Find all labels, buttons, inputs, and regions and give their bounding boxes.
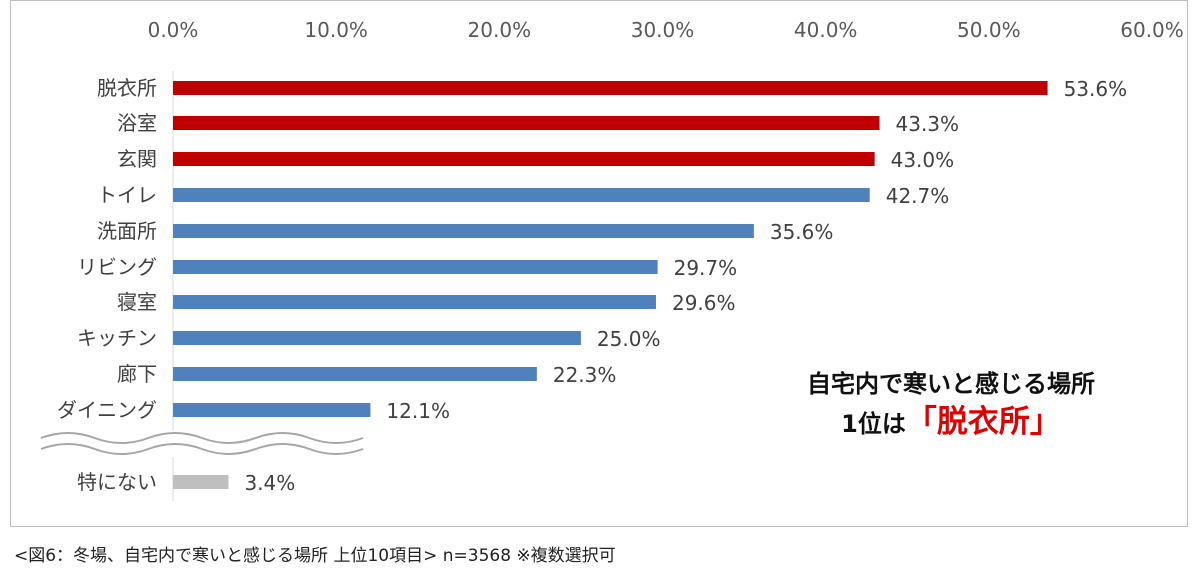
bar — [173, 403, 371, 417]
bar — [173, 116, 880, 130]
x-tick-label: 50.0% — [957, 18, 1021, 42]
x-tick-label: 40.0% — [794, 18, 858, 42]
bar-chart: 0.0% 10.0% 20.0% 30.0% 40.0% 50.0% 60.0% 脱衣所 53.… — [39, 18, 1184, 501]
category-label: キッチン — [77, 326, 157, 350]
axis-break-wave — [40, 443, 364, 455]
value-label: 35.6% — [770, 220, 834, 244]
x-tick-label: 30.0% — [631, 18, 695, 42]
category-label: リビング — [77, 255, 157, 279]
annotation-line1: 自宅内で寒いと感じる場所 — [807, 370, 1095, 398]
bar — [173, 224, 754, 238]
bar — [173, 152, 875, 166]
value-label: 43.3% — [896, 112, 960, 136]
axis-break-wave — [40, 432, 364, 444]
chart-frame: 0.0% 10.0% 20.0% 30.0% 40.0% 50.0% 60.0% 脱衣所 53.… — [10, 0, 1188, 527]
value-label: 43.0% — [891, 148, 955, 172]
annotation-highlight: 「脱衣所」 — [905, 404, 1061, 440]
bar — [173, 295, 656, 309]
value-label: 25.0% — [597, 327, 661, 351]
value-label: 29.7% — [674, 256, 738, 280]
category-label: 特にない — [77, 470, 157, 494]
category-label: 洗面所 — [97, 219, 157, 243]
value-label: 12.1% — [386, 399, 450, 423]
value-label: 3.4% — [244, 471, 295, 495]
category-label: 廊下 — [117, 362, 157, 386]
bar — [173, 475, 229, 489]
annotation-line2-prefix: 1位は — [841, 410, 906, 438]
value-label: 29.6% — [672, 291, 736, 315]
bar — [173, 81, 1048, 95]
bar — [173, 367, 537, 381]
x-tick-label: 60.0% — [1120, 18, 1184, 42]
category-label: 浴室 — [117, 111, 157, 135]
category-label: ダイニング — [57, 398, 157, 422]
annotation-line2: 1位は「脱衣所」 — [751, 401, 1151, 445]
category-label: 寝室 — [117, 290, 157, 314]
value-label: 42.7% — [886, 184, 950, 208]
bar — [173, 331, 581, 345]
bar — [173, 188, 870, 202]
figure-caption: <図6：冬場、自宅内で寒いと感じる場所 上位10項目> n=3568 ※複数選択… — [14, 546, 616, 566]
chart-annotation: 自宅内で寒いと感じる場所 1位は「脱衣所」 — [751, 367, 1151, 445]
bar — [173, 260, 658, 274]
axis-break-mask — [39, 431, 369, 457]
category-label: 玄関 — [117, 147, 157, 171]
x-tick-label: 20.0% — [468, 18, 532, 42]
value-label: 53.6% — [1064, 77, 1128, 101]
category-label: 脱衣所 — [97, 76, 157, 100]
x-tick-label: 10.0% — [304, 18, 368, 42]
category-label: トイレ — [97, 183, 157, 207]
x-tick-label: 0.0% — [148, 18, 199, 42]
value-label: 22.3% — [553, 363, 617, 387]
